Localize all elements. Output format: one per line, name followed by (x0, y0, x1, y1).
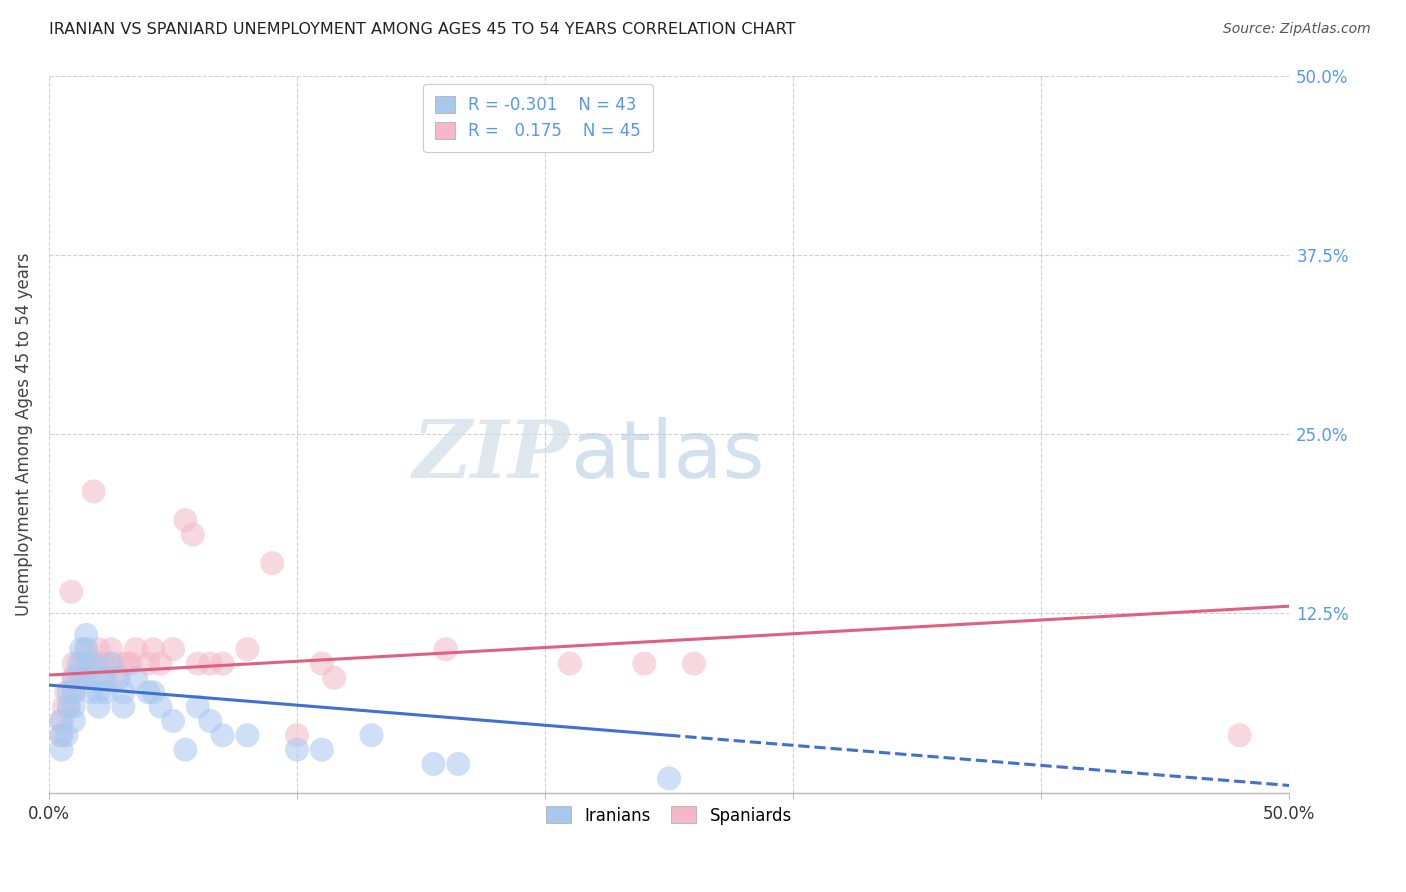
Point (117, 657, 139, 671)
Point (633, 657, 655, 671)
Point (70, 642, 93, 657)
Text: Source: ZipAtlas.com: Source: ZipAtlas.com (1223, 22, 1371, 37)
Point (262, 556, 284, 570)
Point (211, 728, 233, 742)
Legend: Iranians, Spaniards: Iranians, Spaniards (537, 797, 801, 835)
Point (87, 699, 110, 714)
Point (58, 699, 80, 714)
Point (94, 685, 117, 699)
Point (162, 714, 184, 728)
Point (112, 699, 135, 714)
Point (75, 657, 97, 671)
Point (62, 671, 84, 685)
Point (93, 671, 115, 685)
Point (70, 671, 93, 685)
Point (70, 657, 93, 671)
Point (311, 742, 333, 756)
Point (62, 699, 84, 714)
Point (75, 642, 97, 657)
Point (112, 657, 135, 671)
Point (87, 685, 110, 699)
Point (58, 699, 80, 714)
Point (62, 657, 84, 671)
Point (67, 671, 90, 685)
Point (360, 728, 382, 742)
Point (51, 728, 73, 742)
Point (62, 714, 84, 728)
Point (236, 642, 259, 657)
Point (311, 657, 333, 671)
Point (200, 657, 222, 671)
Point (142, 642, 165, 657)
Point (94, 671, 117, 685)
Point (62, 685, 84, 699)
Point (83, 671, 105, 685)
Point (80, 685, 103, 699)
Point (285, 742, 308, 756)
Point (120, 657, 142, 671)
Text: atlas: atlas (569, 417, 765, 494)
Point (558, 657, 581, 671)
Point (75, 642, 97, 657)
Point (149, 657, 172, 671)
Point (211, 657, 233, 671)
Point (75, 628, 97, 642)
Point (62, 685, 84, 699)
Point (683, 657, 706, 671)
Point (149, 699, 172, 714)
Point (87, 642, 110, 657)
Point (87, 657, 110, 671)
Point (285, 728, 308, 742)
Point (136, 657, 159, 671)
Point (51, 714, 73, 728)
Point (136, 685, 159, 699)
Point (422, 756, 444, 771)
Point (187, 699, 209, 714)
Point (181, 527, 204, 541)
Point (51, 742, 73, 756)
Point (100, 642, 122, 657)
Text: ZIP: ZIP (413, 417, 569, 494)
Point (62, 671, 84, 685)
Point (55, 728, 77, 742)
Point (187, 657, 209, 671)
Point (51, 714, 73, 728)
Point (52, 699, 75, 714)
Point (125, 671, 148, 685)
Y-axis label: Unemployment Among Ages 45 to 54 years: Unemployment Among Ages 45 to 54 years (15, 252, 32, 615)
Point (83, 484, 105, 499)
Point (125, 642, 148, 657)
Point (658, 772, 681, 786)
Point (447, 756, 470, 771)
Point (107, 671, 129, 685)
Point (83, 657, 105, 671)
Point (112, 685, 135, 699)
Point (200, 714, 222, 728)
Point (236, 728, 259, 742)
Point (323, 671, 346, 685)
Point (142, 685, 165, 699)
Point (58, 685, 80, 699)
Point (77, 657, 100, 671)
Point (55, 685, 77, 699)
Point (51, 728, 73, 742)
Point (162, 642, 184, 657)
Point (73, 671, 96, 685)
Point (60, 585, 83, 599)
Point (174, 513, 197, 527)
Point (93, 657, 115, 671)
Text: IRANIAN VS SPANIARD UNEMPLOYMENT AMONG AGES 45 TO 54 YEARS CORRELATION CHART: IRANIAN VS SPANIARD UNEMPLOYMENT AMONG A… (49, 22, 796, 37)
Point (67, 657, 90, 671)
Point (100, 657, 122, 671)
Point (107, 671, 129, 685)
Point (100, 657, 122, 671)
Point (434, 642, 457, 657)
Point (1229, 728, 1251, 742)
Point (174, 742, 197, 756)
